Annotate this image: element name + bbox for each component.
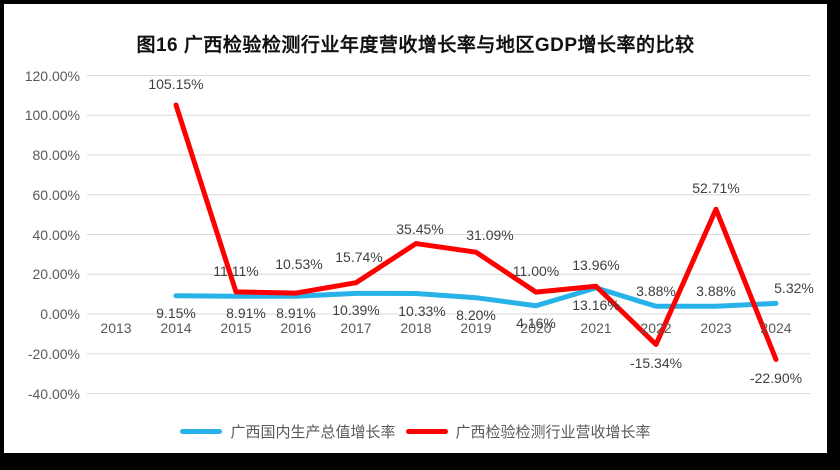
revenue-line bbox=[173, 102, 779, 363]
gdp-line bbox=[173, 285, 779, 309]
legend-label-gdp: 广西国内生产总值增长率 bbox=[230, 424, 396, 441]
gdp-line-swatch-icon bbox=[180, 429, 223, 434]
chart-area: 图16 广西检验检测行业年度营收增长率与地区GDP增长率的比较 120.00% 1… bbox=[4, 4, 827, 453]
revenue-line-swatch-icon bbox=[405, 429, 448, 434]
legend-item-revenue: 广西检验检测行业营收增长率 bbox=[405, 421, 651, 442]
chart-title: 图16 广西检验检测行业年度营收增长率与地区GDP增长率的比较 bbox=[136, 35, 695, 56]
legend: 广西国内生产总值增长率 广西检验检测行业营收增长率 bbox=[4, 421, 827, 442]
legend-item-gdp: 广西国内生产总值增长率 bbox=[180, 421, 396, 442]
legend-label-revenue: 广西检验检测行业营收增长率 bbox=[455, 424, 651, 441]
line-plot bbox=[87, 75, 810, 394]
